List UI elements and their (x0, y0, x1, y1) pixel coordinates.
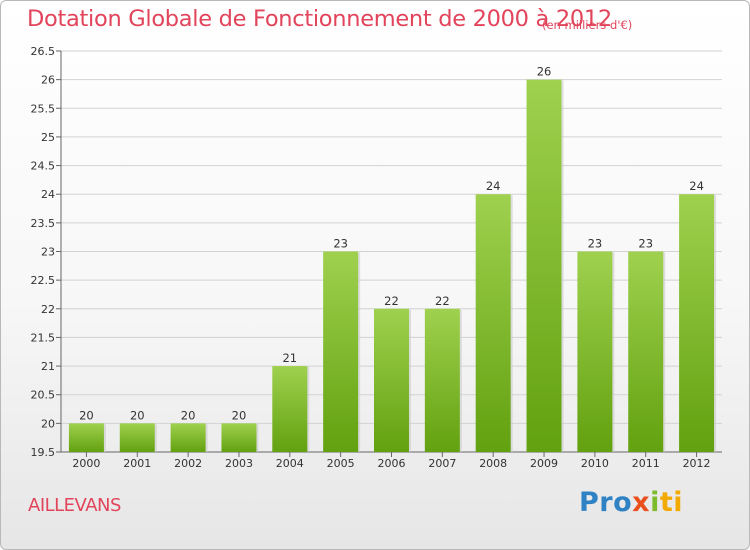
y-tick-label: 26 (41, 74, 55, 87)
bar (323, 251, 359, 452)
chart-title: Dotation Globale de Fonctionnement de 20… (27, 6, 612, 32)
data-label: 21 (282, 351, 297, 365)
labels: 19.5 20 20.5 21 21.5 22 22.5 23 23.5 24 24.5 25 25.5… (31, 45, 711, 470)
x-tick-label: 2010 (581, 457, 609, 470)
logo-part: i (650, 487, 660, 518)
logo-part: ti (659, 487, 684, 518)
city-name: AILLEVANS (28, 495, 121, 516)
bars (68, 79, 717, 453)
x-tick-label: 2004 (276, 457, 304, 470)
y-tick-label: 23 (41, 246, 55, 259)
y-tick-label: 22 (41, 303, 55, 316)
x-tick-label: 2000 (72, 457, 100, 470)
y-tick-label: 25.5 (31, 102, 56, 115)
x-tick-label: 2011 (632, 457, 660, 470)
y-tick-label: 21 (41, 360, 55, 373)
y-tick-label: 25 (41, 131, 55, 144)
data-label: 22 (384, 294, 399, 308)
data-label: 20 (130, 408, 145, 422)
y-tick-label: 22.5 (31, 274, 56, 287)
unit-label: (en milliers d'€) (542, 18, 633, 32)
y-tick-label: 23.5 (31, 217, 56, 230)
bar (170, 423, 206, 452)
bar (424, 308, 460, 452)
y-tick-label: 21.5 (31, 331, 56, 344)
bar (679, 194, 715, 452)
data-label: 20 (181, 408, 196, 422)
proxiti-logo[interactable]: Proxiti (579, 487, 683, 518)
y-tick-label: 20 (41, 417, 55, 430)
x-tick-label: 2002 (174, 457, 202, 470)
data-label: 23 (638, 237, 653, 251)
x-tick-label: 2006 (378, 457, 406, 470)
bar (221, 423, 257, 452)
data-label: 20 (79, 408, 94, 422)
x-tick-label: 2003 (225, 457, 253, 470)
bar (374, 308, 409, 452)
data-label: 26 (537, 65, 552, 79)
bar (577, 251, 613, 452)
logo-part: Pro (579, 487, 633, 518)
data-label: 24 (689, 179, 704, 193)
y-tick-label: 24.5 (31, 160, 56, 173)
logo-part: x (632, 487, 651, 518)
x-tick-label: 2005 (327, 457, 355, 470)
bar (68, 423, 104, 452)
x-tick-label: 2012 (683, 457, 711, 470)
data-label: 23 (333, 237, 348, 251)
data-label: 22 (435, 294, 450, 308)
bar (526, 79, 562, 453)
bar (272, 366, 308, 452)
bar (628, 251, 664, 452)
y-tick-label: 24 (41, 188, 55, 201)
x-tick-label: 2009 (530, 457, 558, 470)
x-tick-label: 2001 (123, 457, 151, 470)
bar (475, 194, 511, 452)
y-tick-label: 19.5 (31, 446, 56, 459)
bar (119, 423, 155, 452)
data-label: 24 (486, 179, 501, 193)
x-tick-label: 2008 (479, 457, 507, 470)
y-tick-label: 20.5 (31, 389, 56, 402)
data-label: 20 (232, 408, 247, 422)
data-label: 23 (588, 237, 603, 251)
y-tick-label: 26.5 (31, 45, 56, 58)
x-tick-label: 2007 (428, 457, 456, 470)
